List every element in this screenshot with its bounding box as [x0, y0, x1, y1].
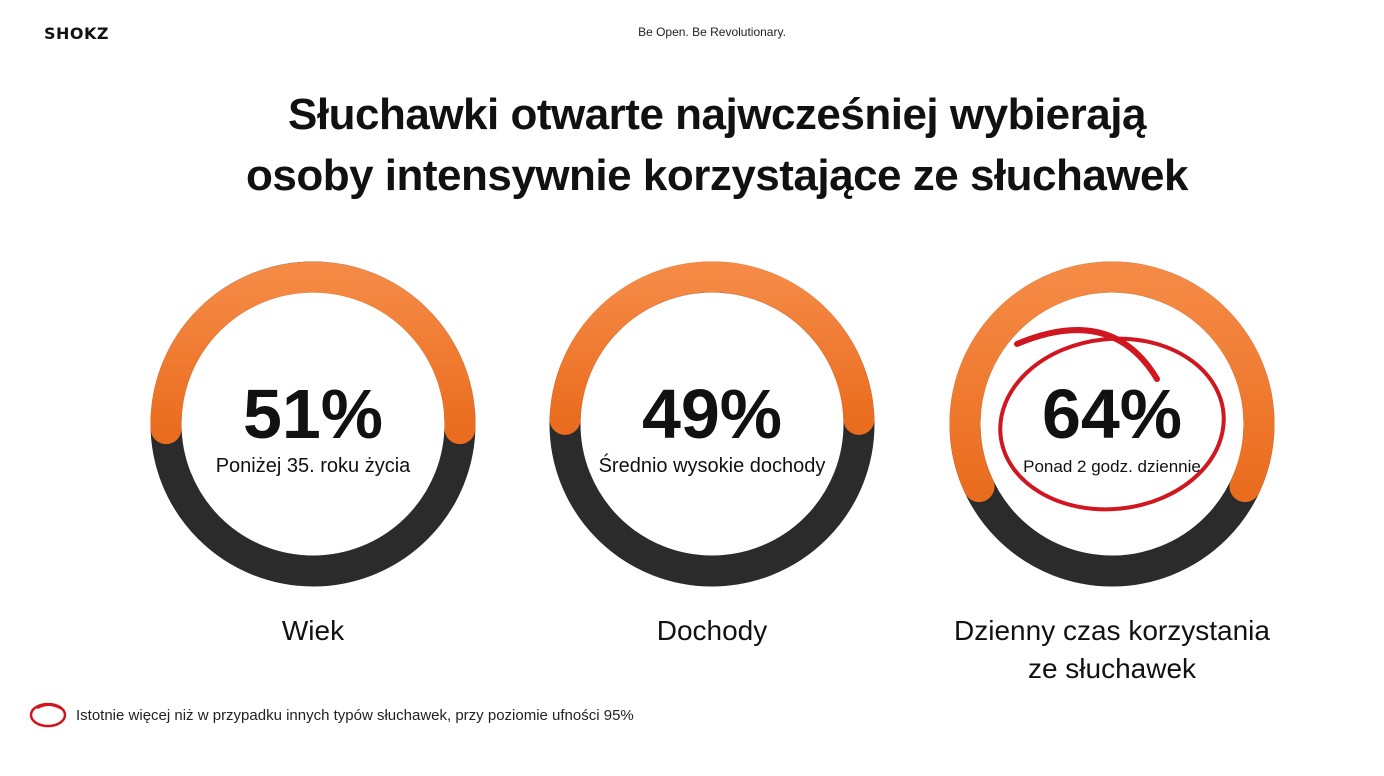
category-label-3-1: Dzienny czas korzystania: [954, 615, 1270, 646]
donut-sublabel-3: Ponad 2 godz. dziennie: [1023, 457, 1201, 476]
donut-value-arc-1: [150, 261, 476, 445]
category-label-3-2: ze słuchawek: [1028, 653, 1197, 684]
donut-sublabel-2: Średnio wysokie dochody: [599, 453, 826, 477]
title-line-2: osoby intensywnie korzystające ze słucha…: [245, 151, 1189, 200]
shokz-logo: SHOKZ: [44, 22, 109, 44]
donut-value-arc-2: [549, 261, 875, 435]
page-title: Słuchawki otwarte najwcześniej wybierają…: [0, 84, 1384, 206]
red-circle-icon: [29, 702, 67, 728]
tagline: Be Open. Be Revolutionary.: [638, 25, 786, 39]
donut-value-label-1: 51%: [243, 375, 383, 453]
donut-value-label-2: 49%: [642, 375, 782, 453]
highlight-circle: [998, 336, 1226, 512]
donut-value-arc-3: [949, 261, 1275, 503]
donut-sublabel-1: Poniżej 35. roku życia: [216, 455, 411, 477]
title-line-1: Słuchawki otwarte najwcześniej wybierają: [288, 90, 1146, 139]
donut-value-label-3: 64%: [1042, 375, 1182, 453]
category-label-1-1: Wiek: [282, 615, 345, 646]
footnote-text: Istotnie więcej niż w przypadku innych t…: [76, 706, 634, 724]
highlight-stroke: [1014, 327, 1160, 382]
logo-text: SHOKZ: [44, 23, 110, 43]
footnote: Istotnie więcej niż w przypadku innych t…: [28, 700, 634, 730]
category-label-2-1: Dochody: [657, 615, 768, 646]
